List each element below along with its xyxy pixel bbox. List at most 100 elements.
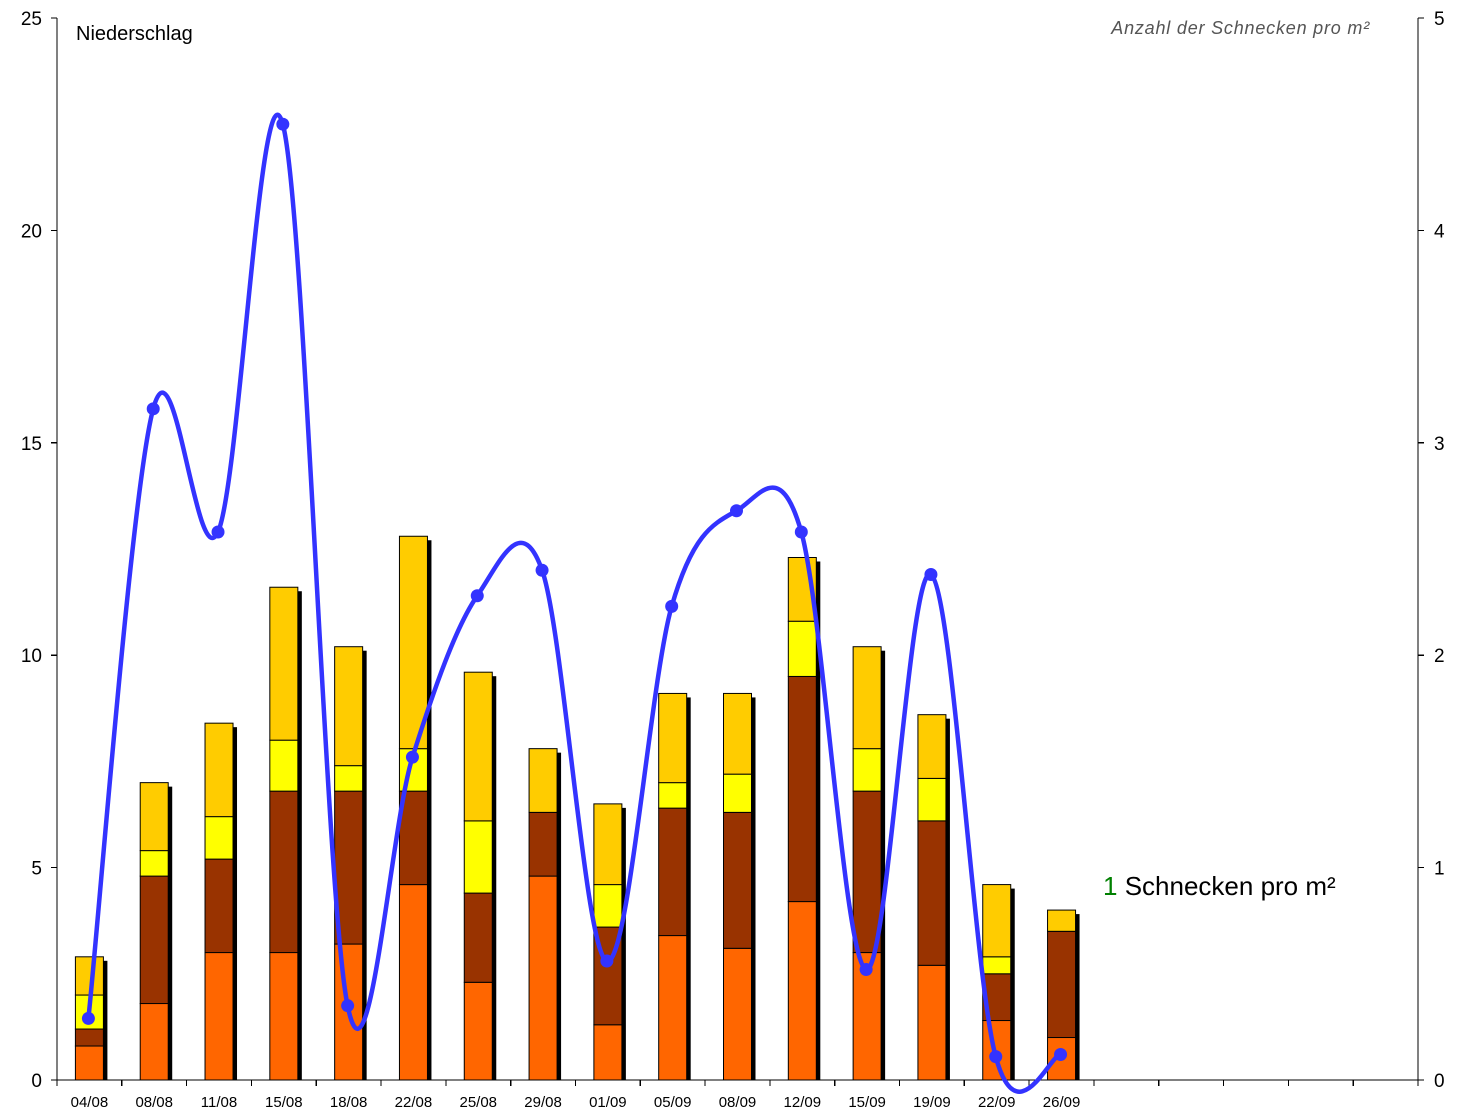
- bar-segment: [269, 952, 299, 1081]
- line-marker: [600, 954, 614, 968]
- right-tick-label: 2: [1434, 646, 1445, 667]
- bar-stack: [723, 692, 756, 1081]
- right-axis-title: Anzahl der Schnecken pro m²: [1110, 18, 1370, 38]
- bar-stack: [528, 748, 562, 1081]
- bar-segment: [852, 790, 882, 954]
- bar-stack: [204, 722, 238, 1081]
- right-tick-label: 4: [1434, 221, 1445, 242]
- line-marker: [730, 504, 743, 518]
- x-tick-label: 18/08: [330, 1094, 368, 1111]
- bar-segment: [398, 535, 428, 750]
- bar-stack: [852, 646, 886, 1081]
- line-marker: [794, 525, 808, 539]
- bar-segment: [269, 790, 299, 954]
- bar-segment: [269, 586, 299, 741]
- bar-segment: [74, 1028, 104, 1047]
- x-tick-label: 05/09: [654, 1094, 692, 1111]
- bar-segment: [334, 765, 364, 792]
- bar-segment: [204, 722, 234, 818]
- line-marker: [470, 589, 484, 603]
- bar-segment: [787, 675, 817, 903]
- annotation-number: 1: [1103, 871, 1117, 901]
- bar-segment: [463, 981, 493, 1081]
- bar-segment: [334, 646, 364, 767]
- bar-segment: [1047, 909, 1077, 932]
- line-marker: [859, 963, 873, 977]
- right-tick-label: 5: [1434, 9, 1445, 30]
- x-tick-label: 29/08: [524, 1094, 562, 1111]
- bar-stack: [1047, 909, 1080, 1081]
- bar-segment: [74, 1045, 104, 1081]
- bar-segment: [917, 964, 947, 1081]
- line-marker: [81, 1011, 95, 1025]
- x-tick-label: 25/08: [459, 1094, 497, 1111]
- line-marker: [341, 999, 355, 1013]
- line-marker: [924, 567, 938, 581]
- left-tick-label: 10: [21, 646, 42, 667]
- bar-segment: [723, 692, 752, 775]
- x-tick-label: 19/09: [913, 1094, 951, 1111]
- bar-segment: [787, 620, 817, 677]
- line-marker: [1054, 1048, 1068, 1062]
- bar-segment: [787, 901, 817, 1081]
- bar-stack: [269, 586, 302, 1081]
- bar-segment: [593, 884, 623, 928]
- bar-segment: [463, 820, 493, 894]
- bar-segment: [1047, 930, 1077, 1039]
- bar-segment: [917, 714, 947, 779]
- left-tick-label: 25: [21, 9, 42, 30]
- annotation-text: Schnecken pro m²: [1125, 871, 1336, 901]
- bar-segment: [852, 748, 882, 792]
- left-axis-title: Niederschlag: [76, 23, 193, 45]
- bar-segment: [593, 1024, 623, 1081]
- bar-stack: [463, 671, 497, 1081]
- x-tick-label: 22/08: [395, 1094, 433, 1111]
- bar-segment: [139, 850, 169, 877]
- left-tick-label: 20: [21, 221, 42, 242]
- bar-segment: [204, 816, 234, 860]
- bar-segment: [658, 807, 688, 937]
- bar-segment: [658, 782, 688, 809]
- bar-segment: [204, 858, 234, 954]
- line-marker: [665, 599, 679, 613]
- bar-segment: [398, 884, 428, 1081]
- bar-segment: [917, 777, 947, 822]
- bar-segment: [982, 956, 1012, 975]
- x-tick-label: 04/08: [71, 1094, 109, 1111]
- bar-stack: [787, 556, 821, 1081]
- bar-segment: [398, 790, 428, 886]
- bar-segment: [658, 692, 688, 784]
- bar-segment: [723, 773, 752, 813]
- x-tick-label: 08/09: [719, 1094, 757, 1111]
- bar-segment: [528, 748, 558, 813]
- bar-segment: [463, 892, 493, 983]
- axes-group: 0 5 10 15 20 25 0 1 2 3 4 5 04/08 08/08 11/08 15/08 18/0…: [21, 9, 1445, 1111]
- bar-segment: [982, 884, 1012, 958]
- line-marker: [276, 117, 290, 131]
- line-marker: [989, 1050, 1003, 1064]
- bar-segment: [139, 1003, 169, 1081]
- bar-segment: [204, 952, 234, 1081]
- left-tick-label: 0: [31, 1071, 42, 1092]
- line-marker: [211, 525, 225, 539]
- bar-segment: [139, 875, 169, 1005]
- x-tick-label: 15/08: [265, 1094, 303, 1111]
- right-tick-label: 3: [1434, 434, 1445, 455]
- bar-segment: [593, 803, 623, 886]
- bar-segment: [528, 811, 558, 877]
- line-marker: [146, 402, 160, 416]
- line-series-group: [81, 112, 1068, 1094]
- bar-segment: [723, 947, 752, 1081]
- bar-segment: [528, 875, 558, 1081]
- bar-segment: [852, 646, 882, 750]
- right-tick-label: 0: [1434, 1071, 1445, 1092]
- x-tick-label: 22/09: [978, 1094, 1016, 1111]
- bar-segment: [658, 935, 688, 1081]
- bar-segment: [463, 671, 493, 822]
- x-tick-label: 12/09: [784, 1094, 822, 1111]
- left-tick-label: 5: [31, 859, 42, 880]
- bar-stack: [398, 535, 432, 1081]
- bar-stack: [917, 714, 950, 1081]
- bar-segment: [723, 811, 752, 949]
